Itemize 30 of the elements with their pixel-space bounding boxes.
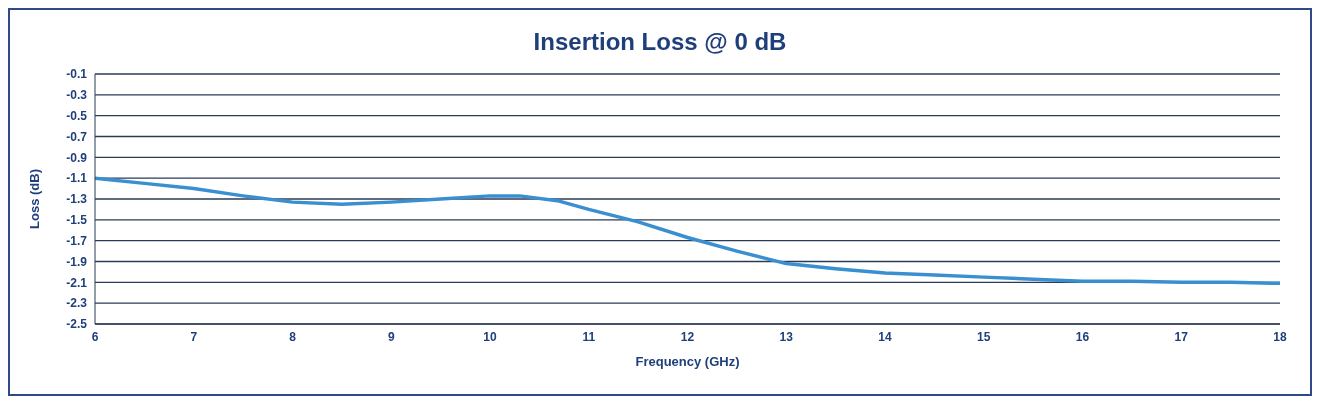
x-tick-label: 15 xyxy=(977,329,991,344)
x-tick-label: 9 xyxy=(387,329,395,344)
y-tick-label: -1.5 xyxy=(66,213,88,228)
line-series xyxy=(95,176,1280,286)
x-tick-label: 8 xyxy=(289,329,297,344)
x-tick-label: 10 xyxy=(483,329,497,344)
y-tick-label: -1.9 xyxy=(66,254,88,269)
x-tick-label: 16 xyxy=(1075,329,1090,344)
y-tick-label: -1.3 xyxy=(66,192,88,207)
x-tick-label: 18 xyxy=(1273,329,1287,344)
y-axis-title: Loss (dB) xyxy=(26,169,42,229)
x-tick-label: 6 xyxy=(91,329,99,344)
y-tick-label: -1.1 xyxy=(66,171,88,186)
x-tick-label: 7 xyxy=(190,329,198,344)
x-tick-label: 17 xyxy=(1174,329,1189,344)
y-tick-label: -2.5 xyxy=(66,317,88,332)
x-axis-title: Frequency (GHz) xyxy=(635,354,740,369)
y-tick-label: -0.7 xyxy=(66,129,88,144)
x-tick-label: 14 xyxy=(878,329,892,344)
y-tick-label: -0.5 xyxy=(66,108,88,123)
x-tick-label: 11 xyxy=(582,329,596,344)
x-tick-label: 13 xyxy=(779,329,794,344)
y-tick-label: -0.3 xyxy=(66,88,88,103)
y-tick-label: -2.1 xyxy=(66,275,88,290)
y-tick-label: -0.9 xyxy=(66,150,88,165)
y-tick-label: -0.1 xyxy=(66,67,88,82)
chart-title: Insertion Loss @ 0 dB xyxy=(532,28,788,57)
y-tick-label: -2.3 xyxy=(66,296,88,311)
x-tick-label: 12 xyxy=(680,329,695,344)
y-tick-label: -1.7 xyxy=(66,233,88,248)
